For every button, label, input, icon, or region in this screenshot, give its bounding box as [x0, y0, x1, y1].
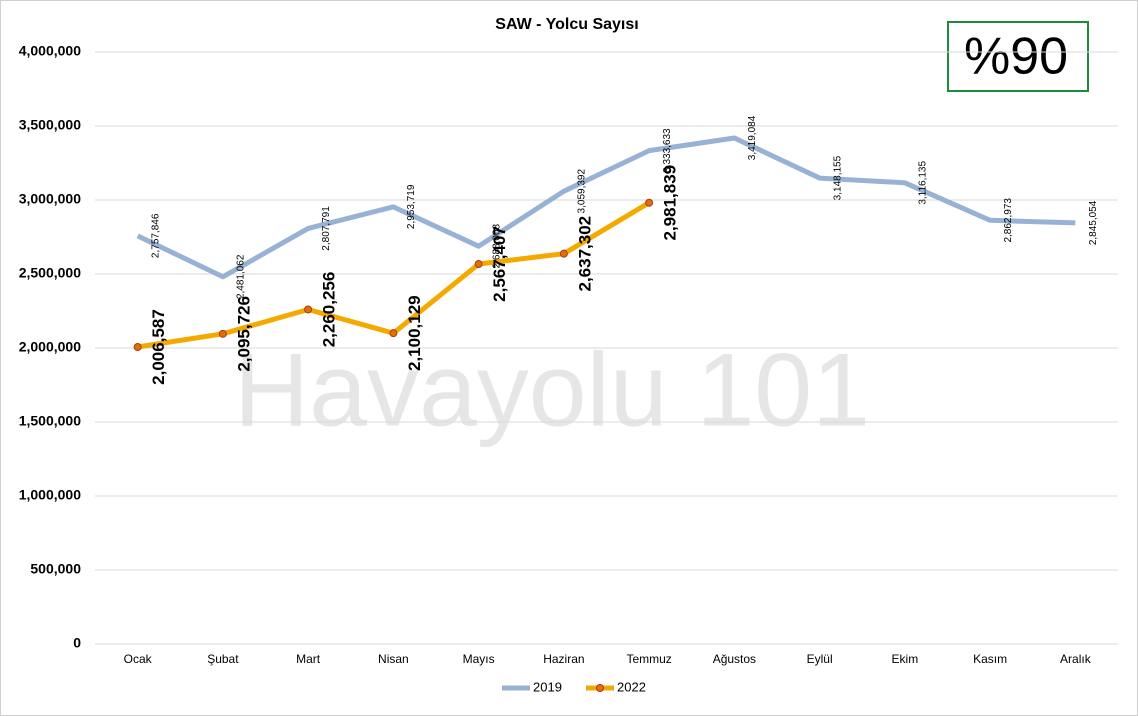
data-label-2022: 2,100,129 — [405, 295, 424, 371]
data-label-2019: 2,953,719 — [406, 184, 417, 229]
watermark: Havayolu 101 — [234, 332, 870, 448]
data-label-2022: 2,006,587 — [149, 309, 168, 385]
y-tick-label: 500,000 — [30, 561, 81, 577]
x-tick-label: Mart — [296, 652, 321, 666]
x-tick-label: Ocak — [124, 652, 153, 666]
data-label-2019: 2,688,008 — [491, 223, 502, 268]
point-marker — [474, 260, 483, 269]
data-label-2019: 2,862,973 — [1003, 198, 1014, 243]
x-tick-label: Haziran — [543, 652, 584, 666]
data-label-2019: 3,419,084 — [747, 115, 758, 160]
legend-marker — [596, 684, 604, 692]
data-label-2019: 3,148,155 — [832, 155, 843, 200]
point-marker — [133, 343, 142, 352]
point-marker — [645, 198, 654, 207]
point-marker — [389, 329, 398, 338]
y-tick-label: 2,000,000 — [19, 339, 81, 355]
x-tick-label: Eylül — [807, 652, 833, 666]
data-label-2019: 2,481,062 — [236, 254, 247, 299]
data-label-2019: 3,333,633 — [662, 128, 673, 173]
annotation: %90 — [964, 28, 1068, 86]
data-label-2022: 2,637,302 — [575, 216, 594, 292]
series-line — [136, 135, 1076, 280]
data-label-2022: 2,095,726 — [234, 296, 253, 372]
y-tick-label: 1,500,000 — [19, 413, 81, 429]
x-tick-label: Mayıs — [463, 652, 495, 666]
x-tick-label: Kasım — [973, 652, 1007, 666]
y-tick-label: 3,500,000 — [19, 117, 81, 133]
y-tick-label: 0 — [73, 635, 81, 651]
x-tick-label: Aralık — [1060, 652, 1092, 666]
data-label-2019: 3,116,135 — [918, 161, 929, 205]
y-tick-label: 4,000,000 — [19, 43, 81, 59]
y-tick-label: 1,000,000 — [19, 487, 81, 503]
y-tick-label: 3,000,000 — [19, 191, 81, 207]
x-tick-label: Temmuz — [626, 652, 671, 666]
data-label-2019: 2,807,791 — [321, 206, 332, 251]
x-tick-label: Nisan — [378, 652, 409, 666]
legend-label: 2022 — [617, 679, 646, 694]
y-tick-label: 2,500,000 — [19, 265, 81, 281]
data-label-2022: 2,567,407 — [490, 226, 509, 302]
x-tick-label: Ağustos — [713, 652, 756, 666]
data-label-2019: 3,059,392 — [577, 169, 588, 214]
data-label-2022: 2,981,839 — [661, 165, 680, 241]
point-marker — [218, 329, 227, 338]
annotation-box — [947, 21, 1089, 92]
data-label-2019: 2,757,846 — [150, 213, 161, 258]
chart-title: SAW - Yolcu Sayısı — [495, 16, 638, 33]
point-marker — [304, 305, 313, 314]
data-label-2019: 2,845,054 — [1088, 200, 1099, 245]
x-tick-label: Şubat — [207, 652, 239, 666]
data-label-2022: 2,260,256 — [320, 272, 339, 348]
point-marker — [559, 249, 568, 258]
legend-label: 2019 — [533, 679, 562, 694]
x-tick-label: Ekim — [892, 652, 919, 666]
